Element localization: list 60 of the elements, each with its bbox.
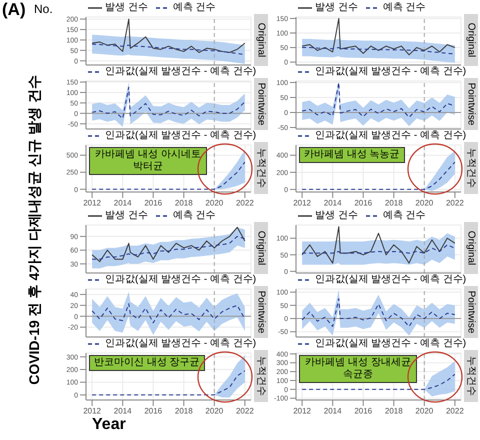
x-tick-label: 2018 <box>384 198 404 208</box>
legend-label: 인과값(실제 발생건수 - 예측 건수) <box>315 66 466 78</box>
legend-label: 예측 건수 <box>172 2 216 14</box>
annotation: 카바페넴 내성 장내세균속균종 <box>299 355 417 383</box>
x-tick-label: 2014 <box>324 198 342 208</box>
legend-label: 발생 건수 <box>315 210 358 222</box>
legend-label: 발생 건수 <box>105 2 148 14</box>
x-tick-label: 2012 <box>83 198 102 208</box>
text: Original <box>256 22 266 58</box>
text: (A) <box>2 0 26 20</box>
annotation: 카바페넴 내성 아시네토박터균 <box>89 147 207 175</box>
x-tick-label: 2016 <box>354 406 373 416</box>
text: No. <box>34 2 53 16</box>
legend-label: 인과값(실제 발생건수 - 예측 건수) <box>105 130 256 142</box>
legend-label: 발생 건수 <box>315 2 358 14</box>
x-tick-label: 2022 <box>236 406 254 416</box>
legend-label: 인과값(실제 발생건수 - 예측 건수) <box>105 338 256 350</box>
x-axis-title: Year <box>92 416 126 434</box>
x-tick-label: 2020 <box>205 198 224 208</box>
text: 누적건수 <box>466 148 476 188</box>
x-tick-label: 2016 <box>144 406 163 416</box>
legend-label: 인과값(실제 발생건수 - 예측 건수) <box>105 274 256 286</box>
legend-label: 인과값(실제 발생건수 - 예측 건수) <box>315 130 466 142</box>
text: 누적건수 <box>256 356 266 396</box>
text: Original <box>256 230 266 266</box>
text: Original <box>466 22 476 58</box>
x-tick-label: 2022 <box>236 198 254 208</box>
x-tick-label: 2016 <box>354 198 373 208</box>
x-tick-label: 2014 <box>324 406 342 416</box>
legend-label: 인과값(실제 발생건수 - 예측 건수) <box>315 274 466 286</box>
legend-label: 예측 건수 <box>382 2 426 14</box>
y-axis-title: COVID-19 전 후 4가지 다제내성균 신규 발생 건수 <box>26 74 43 387</box>
text: 누적건수 <box>466 356 476 396</box>
x-tick-label: 2012 <box>293 406 312 416</box>
legend-label: 예측 건수 <box>172 210 216 222</box>
x-tick-label: 2022 <box>446 198 464 208</box>
x-tick-label: 2020 <box>415 198 434 208</box>
text: Original <box>466 230 476 266</box>
x-tick-label: 2018 <box>174 406 194 416</box>
x-tick-label: 2012 <box>293 198 312 208</box>
legend-label: 인과값(실제 발생건수 - 예측 건수) <box>315 338 466 350</box>
legend-label: 인과값(실제 발생건수 - 예측 건수) <box>105 66 256 78</box>
x-tick-label: 2016 <box>144 198 163 208</box>
x-tick-label: 2014 <box>114 406 132 416</box>
x-tick-label: 2022 <box>446 406 464 416</box>
x-tick-label: 2020 <box>205 406 224 416</box>
annotation: 카바페넴 내성 녹농균 <box>299 147 405 163</box>
text: Pointwise <box>256 82 266 126</box>
legend-label: 발생 건수 <box>105 210 148 222</box>
x-tick-label: 2012 <box>83 406 102 416</box>
x-tick-label: 2018 <box>384 406 404 416</box>
x-tick-label: 2014 <box>114 198 132 208</box>
text: Pointwise <box>466 82 476 126</box>
text: Pointwise <box>466 290 476 334</box>
annotation: 반코마이신 내성 장구균 <box>89 355 205 371</box>
text: Pointwise <box>256 290 266 334</box>
x-tick-label: 2018 <box>174 198 194 208</box>
x-tick-label: 2020 <box>415 406 434 416</box>
text: 누적건수 <box>256 148 266 188</box>
legend-label: 예측 건수 <box>382 210 426 222</box>
